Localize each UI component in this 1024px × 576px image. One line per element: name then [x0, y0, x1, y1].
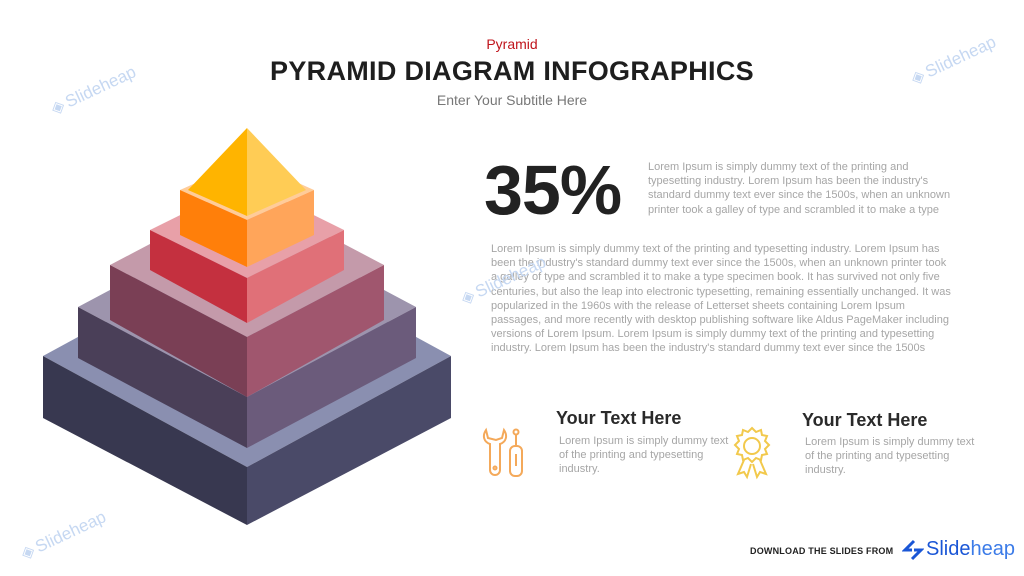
pyramid-tier-5-right — [247, 190, 314, 267]
feature-title: Your Text Here — [802, 410, 928, 430]
pyramid-tier-3-right — [247, 265, 384, 397]
feature-text: Lorem Ipsum is simply dummy text of the … — [559, 435, 729, 476]
award-ribbon-icon — [733, 426, 771, 480]
pyramid-diagram — [43, 128, 451, 525]
pyramid-tier-1-right — [247, 356, 451, 525]
download-label: DOWNLOAD THE SLIDES FROM — [750, 546, 894, 556]
stat-description: Lorem Ipsum is simply dummy text of the … — [648, 161, 951, 216]
feature-text: Lorem Ipsum is simply dummy text of the … — [805, 436, 975, 477]
body-text: Lorem Ipsum is simply dummy text of the … — [491, 243, 951, 355]
pyramid-tier-5-left — [180, 190, 247, 267]
brand-heap: heap — [970, 538, 1015, 560]
pyramid-tier-3-left — [110, 265, 247, 397]
pyramid-tier-1-left — [43, 356, 247, 525]
tools-icon — [482, 427, 523, 477]
slideheap-logo[interactable]: Slide heap — [902, 538, 1015, 561]
stat-value: 35% — [484, 151, 622, 229]
pyramid-tier-4-left — [150, 230, 247, 323]
page-title: PYRAMID DIAGRAM INFOGRAPHICS — [270, 56, 754, 86]
pyramid-tier-4-right — [247, 230, 344, 323]
pyramid-apex-left — [188, 128, 247, 216]
brand-slide: Slide — [926, 538, 971, 560]
slideheap-logo-icon — [902, 539, 924, 560]
page-subtitle: Enter Your Subtitle Here — [436, 92, 588, 108]
kicker: Pyramid — [486, 36, 538, 52]
pyramid-tier-2-left — [78, 307, 247, 448]
pyramid-apex-right — [247, 128, 306, 216]
pyramid-tier-2-right — [247, 307, 416, 448]
feature-title: Your Text Here — [556, 408, 682, 428]
